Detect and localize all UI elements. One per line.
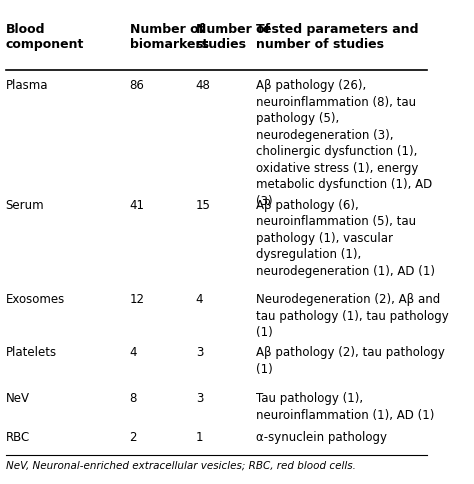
Text: 41: 41 (129, 199, 145, 212)
Text: Plasma: Plasma (6, 79, 48, 92)
Text: NeV: NeV (6, 392, 30, 405)
Text: 4: 4 (129, 347, 137, 360)
Text: 3: 3 (196, 347, 203, 360)
Text: Serum: Serum (6, 199, 44, 212)
Text: 15: 15 (196, 199, 210, 212)
Text: α-synuclein pathology: α-synuclein pathology (255, 431, 387, 444)
Text: 3: 3 (196, 392, 203, 405)
Text: 2: 2 (129, 431, 137, 444)
Text: Tau pathology (1),
neuroinflammation (1), AD (1): Tau pathology (1), neuroinflammation (1)… (255, 392, 434, 422)
Text: Platelets: Platelets (6, 347, 57, 360)
Text: 86: 86 (129, 79, 145, 92)
Text: Blood
component: Blood component (6, 23, 84, 51)
Text: Aβ pathology (6),
neuroinflammation (5), tau
pathology (1), vascular
dysregulati: Aβ pathology (6), neuroinflammation (5),… (255, 199, 435, 278)
Text: Exosomes: Exosomes (6, 293, 65, 306)
Text: 1: 1 (196, 431, 203, 444)
Text: 12: 12 (129, 293, 145, 306)
Text: Aβ pathology (26),
neuroinflammation (8), tau
pathology (5),
neurodegeneration (: Aβ pathology (26), neuroinflammation (8)… (255, 79, 432, 208)
Text: NeV, Neuronal-enriched extracellular vesicles; RBC, red blood cells.: NeV, Neuronal-enriched extracellular ves… (6, 460, 356, 470)
Text: 48: 48 (196, 79, 210, 92)
Text: Neurodegeneration (2), Aβ and
tau pathology (1), tau pathology
(1): Neurodegeneration (2), Aβ and tau pathol… (255, 293, 448, 339)
Text: Number of
biomarkers: Number of biomarkers (129, 23, 209, 51)
Text: Number of
studies: Number of studies (196, 23, 270, 51)
Text: 4: 4 (196, 293, 203, 306)
Text: 8: 8 (129, 392, 137, 405)
Text: Aβ pathology (2), tau pathology
(1): Aβ pathology (2), tau pathology (1) (255, 347, 445, 376)
Text: RBC: RBC (6, 431, 30, 444)
Text: Tested parameters and
number of studies: Tested parameters and number of studies (255, 23, 418, 51)
